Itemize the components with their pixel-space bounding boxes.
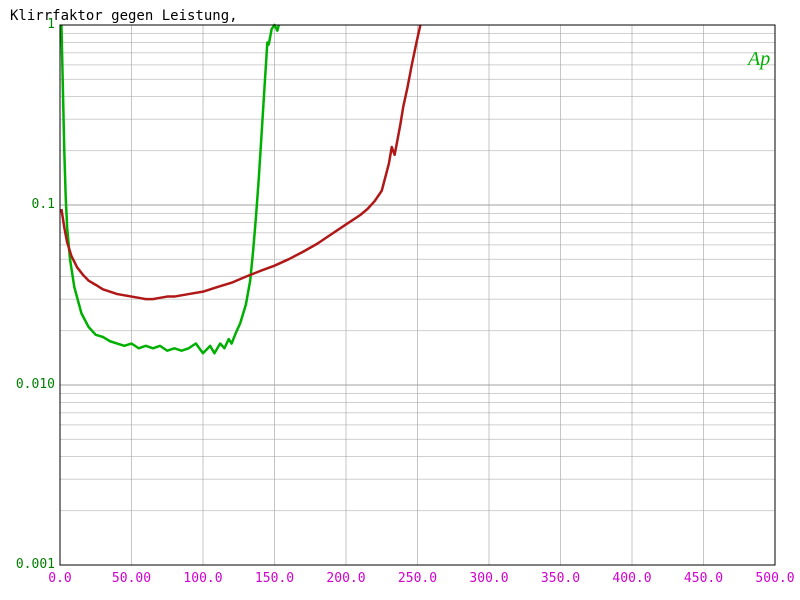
ap-label: Ap <box>748 48 770 71</box>
y-tick-label: 1 <box>5 17 55 32</box>
x-tick-label: 400.0 <box>612 571 651 586</box>
x-tick-label: 0.0 <box>48 571 71 586</box>
y-tick-label: 0.001 <box>5 557 55 572</box>
x-tick-label: 300.0 <box>469 571 508 586</box>
x-tick-label: 150.0 <box>255 571 294 586</box>
x-tick-label: 350.0 <box>541 571 580 586</box>
chart-container: Klirrfaktor gegen Leistung, Ap 0.0010.01… <box>0 0 800 600</box>
chart-svg <box>0 0 800 600</box>
x-tick-label: 450.0 <box>684 571 723 586</box>
y-tick-label: 0.010 <box>5 377 55 392</box>
x-tick-label: 50.00 <box>112 571 151 586</box>
x-tick-label: 100.0 <box>183 571 222 586</box>
y-tick-label: 0.1 <box>5 197 55 212</box>
x-tick-label: 250.0 <box>398 571 437 586</box>
x-tick-label: 200.0 <box>326 571 365 586</box>
x-tick-label: 500.0 <box>755 571 794 586</box>
